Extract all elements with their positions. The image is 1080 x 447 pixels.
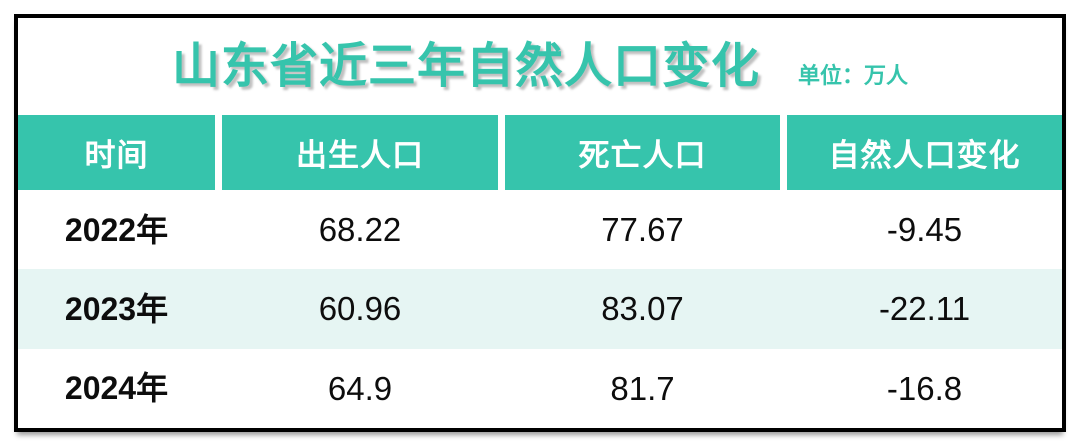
- cell-births: 64.9: [327, 369, 393, 407]
- cell-natural-change: -16.8: [886, 369, 963, 407]
- population-table-card: 山东省近三年自然人口变化 单位：万人 时间 出生人口 死亡人口 自然人口变化 2…: [14, 14, 1066, 432]
- table-row-2022: 2022年 68.22 77.67 -9.45: [18, 190, 1062, 269]
- header-cell-time: 时间: [18, 115, 215, 190]
- header-cell-births: 出生人口: [222, 115, 498, 190]
- cell-natural-change: -22.11: [878, 290, 971, 328]
- header-cell-deaths: 死亡人口: [505, 115, 780, 190]
- table-row-2023: 2023年 60.96 83.07 -22.11: [18, 269, 1062, 349]
- table-row-2024: 2024年 64.9 81.7 -16.8: [18, 349, 1062, 428]
- header-cell-natural-change: 自然人口变化: [787, 115, 1062, 190]
- unit-label: 单位：万人: [798, 62, 909, 88]
- cell-deaths: 81.7: [610, 369, 675, 407]
- cell-births: 68.22: [318, 211, 402, 249]
- title-row: 山东省近三年自然人口变化 单位：万人: [18, 18, 1062, 115]
- cell-deaths: 83.07: [601, 290, 684, 328]
- cell-births: 60.96: [318, 290, 402, 328]
- cell-year: 2022年: [64, 211, 169, 248]
- cell-deaths: 77.67: [601, 211, 684, 249]
- page-title: 山东省近三年自然人口变化: [171, 39, 760, 93]
- table-header-row: 时间 出生人口 死亡人口 自然人口变化: [18, 115, 1062, 190]
- cell-natural-change: -9.45: [886, 211, 963, 249]
- cell-year: 2024年: [64, 370, 169, 407]
- cell-year: 2023年: [64, 290, 169, 327]
